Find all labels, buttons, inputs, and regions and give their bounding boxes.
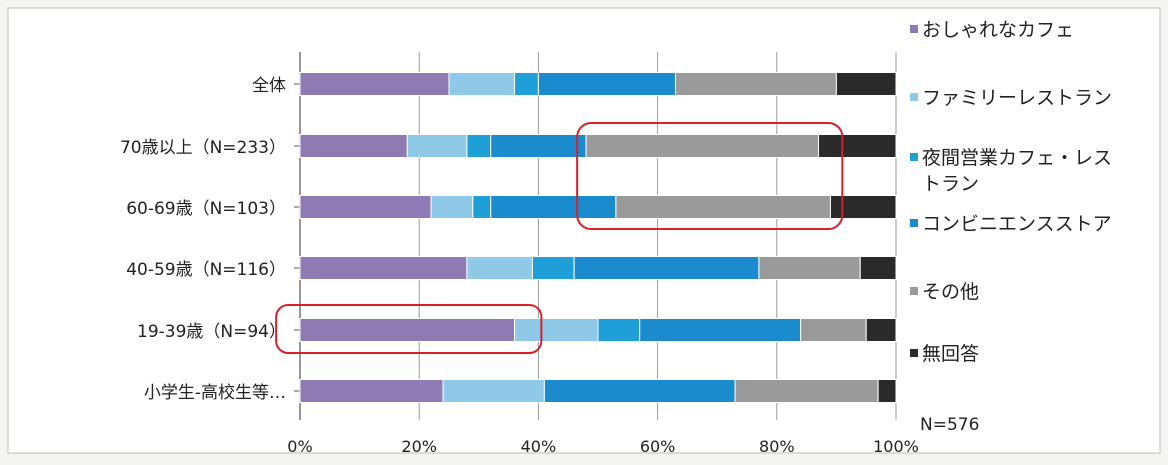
- bar-segment: [597, 318, 641, 342]
- bar-segment: [299, 195, 432, 219]
- x-tick-label: 60%: [640, 437, 676, 456]
- bar-segment: [514, 318, 599, 342]
- category-label: 70歳以上（N=233）: [120, 138, 286, 158]
- legend-label: ファミリーレストラン: [922, 87, 1112, 109]
- bar-segment: [865, 318, 897, 342]
- bar-segment: [442, 379, 545, 403]
- bar-segment: [537, 72, 676, 96]
- bar-segment: [758, 256, 861, 280]
- bar-segment: [299, 379, 444, 403]
- category-label: 小学生-高校生等…: [144, 383, 286, 403]
- bar-segment: [490, 195, 617, 219]
- legend-label: コンビニエンスストア: [922, 213, 1112, 235]
- bar-segment: [734, 379, 879, 403]
- bar-segment: [859, 256, 897, 280]
- bar-segment: [674, 72, 837, 96]
- bar-segment: [615, 195, 831, 219]
- bar-segment: [573, 256, 760, 280]
- legend-label: トラン: [922, 173, 979, 195]
- bar-segment: [829, 195, 897, 219]
- x-tick-label: 80%: [759, 437, 795, 456]
- bar-segment: [299, 72, 450, 96]
- bar-segment: [818, 134, 897, 158]
- bar-segment: [466, 256, 533, 280]
- category-label: 40-59歳（N=116）: [126, 260, 286, 280]
- legend-label: その他: [922, 281, 979, 303]
- bar-segment: [299, 256, 468, 280]
- bar-segment: [299, 318, 516, 342]
- bar-segment: [585, 134, 820, 158]
- bar-segment: [430, 195, 474, 219]
- highlight-box: [275, 304, 543, 354]
- bar-segment: [490, 134, 587, 158]
- bar-segment: [299, 134, 408, 158]
- legend-swatch: [910, 287, 918, 295]
- bar-segment: [543, 379, 736, 403]
- legend-swatch: [910, 25, 918, 33]
- bar-segment: [448, 72, 516, 96]
- legend-label: 無回答: [922, 343, 979, 365]
- legend-swatch: [910, 219, 918, 227]
- bar-segment: [406, 134, 468, 158]
- bar-segment: [472, 195, 492, 219]
- bar-segment: [514, 72, 539, 96]
- bar-segment: [835, 72, 897, 96]
- x-tick-label: 0%: [287, 437, 312, 456]
- category-label: 60-69歳（N=103）: [126, 199, 286, 219]
- bar-segment: [531, 256, 575, 280]
- bar-segment: [800, 318, 867, 342]
- bar-segment: [466, 134, 492, 158]
- legend-swatch: [910, 93, 918, 101]
- legend-swatch: [910, 153, 918, 161]
- sample-size-annotation: N=576: [920, 415, 979, 435]
- highlight-box: [576, 122, 844, 230]
- x-tick-label: 100%: [873, 437, 919, 456]
- category-label: 19-39歳（N=94）: [137, 322, 286, 342]
- x-tick-label: 20%: [401, 437, 437, 456]
- bar-segment: [639, 318, 802, 342]
- bar-segment: [877, 379, 897, 403]
- category-label: 全体: [252, 76, 286, 96]
- x-tick-label: 40%: [521, 437, 557, 456]
- legend-label: おしゃれなカフェ: [922, 19, 1074, 41]
- legend-swatch: [910, 349, 918, 357]
- legend-label: 夜間営業カフェ・レス: [922, 147, 1112, 169]
